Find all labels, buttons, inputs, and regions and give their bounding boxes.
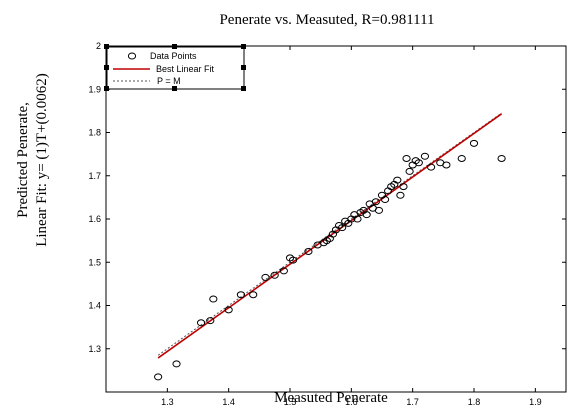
- legend[interactable]: Data Points Best Linear Fit P = M: [104, 44, 246, 91]
- data-point: [338, 224, 347, 232]
- data-point: [172, 360, 181, 368]
- data-point: [304, 247, 313, 255]
- data-point: [442, 161, 451, 169]
- data-point: [405, 167, 414, 175]
- data-point: [362, 211, 371, 219]
- data-point: [249, 291, 258, 299]
- x-tick-label: 1.4: [222, 397, 235, 407]
- y-axis-label-line-2: Linear Fit: y= (1)T+(0.0062): [34, 73, 50, 247]
- x-tick-label: 1.3: [161, 397, 174, 407]
- data-point: [261, 273, 270, 281]
- legend-handle[interactable]: [104, 86, 109, 91]
- x-tick-label: 1.6: [345, 397, 358, 407]
- x-tick-label: 1.8: [468, 397, 481, 407]
- x-axis-label: Measuted Penerate: [274, 390, 388, 406]
- data-point: [371, 198, 380, 206]
- legend-handle[interactable]: [104, 44, 109, 49]
- data-layer: [154, 112, 506, 381]
- data-point: [399, 183, 408, 191]
- y-tick-label: 1.4: [88, 301, 101, 311]
- data-point: [457, 154, 466, 162]
- data-point: [420, 152, 430, 160]
- data-point: [196, 319, 206, 327]
- legend-handle[interactable]: [241, 86, 246, 91]
- y-tick-label: 2: [96, 41, 101, 51]
- data-point: [206, 317, 215, 325]
- x-tick-label: 1.5: [284, 397, 297, 407]
- legend-handle[interactable]: [172, 44, 177, 49]
- y-axis-label: Predicted Penerate, Linear Fit: y= (1)T+…: [15, 73, 50, 247]
- legend-label-data-points: Data Points: [150, 51, 197, 61]
- data-point: [380, 196, 390, 204]
- data-point: [497, 154, 506, 162]
- data-point: [393, 176, 402, 184]
- data-point: [469, 139, 479, 147]
- legend-handle[interactable]: [172, 86, 177, 91]
- x-tick-label: 1.7: [406, 397, 419, 407]
- y-tick-label: 1.3: [88, 344, 101, 354]
- y-tick-label: 1.9: [88, 84, 101, 94]
- data-point: [402, 154, 411, 162]
- legend-label-identity: P = M: [157, 76, 181, 86]
- chart-title: Penerate vs. Measuted, R=0.981111: [219, 12, 434, 28]
- data-point: [396, 191, 405, 199]
- data-point: [279, 267, 288, 275]
- y-tick-label: 1.8: [88, 128, 101, 138]
- y-tick-label: 1.5: [88, 257, 101, 267]
- legend-marker-data-points: [127, 52, 137, 60]
- data-point: [224, 306, 233, 314]
- data-point: [374, 206, 384, 214]
- legend-handle[interactable]: [241, 65, 246, 70]
- plot-area: [105, 45, 567, 393]
- x-tick-label: 1.9: [529, 397, 542, 407]
- data-point: [426, 163, 436, 171]
- data-point: [288, 256, 298, 264]
- legend-label-best-fit: Best Linear Fit: [156, 64, 215, 74]
- y-tick-label: 1.7: [88, 171, 101, 181]
- data-point: [270, 271, 279, 279]
- data-point: [209, 295, 218, 303]
- legend-handle[interactable]: [104, 65, 109, 70]
- y-axis-label-line-1: Predicted Penerate,: [15, 102, 31, 218]
- data-point: [353, 215, 362, 223]
- data-point: [154, 373, 163, 381]
- data-point: [236, 291, 246, 299]
- legend-handle[interactable]: [241, 44, 246, 49]
- y-tick-label: 1.6: [88, 214, 101, 224]
- y-axis-ticks: 1.3 1.4 1.5 1.6 1.7 1.8 1.9 2: [88, 41, 566, 354]
- data-point: [414, 159, 423, 167]
